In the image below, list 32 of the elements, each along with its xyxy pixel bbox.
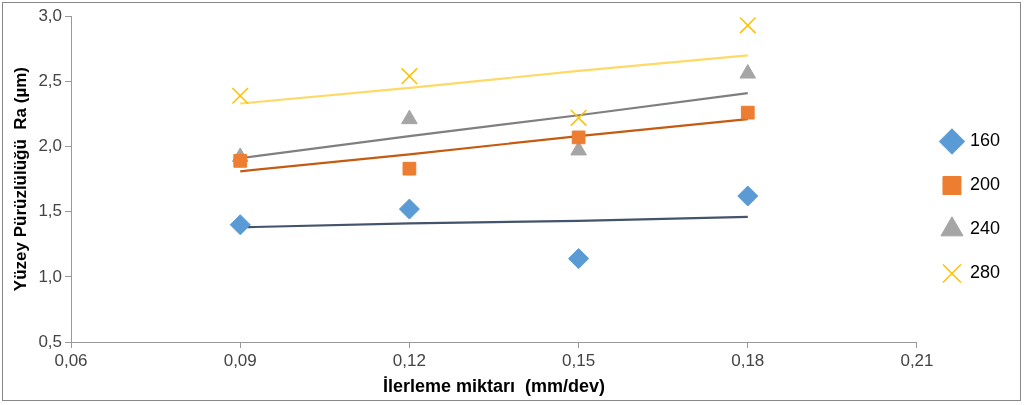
point <box>231 87 249 105</box>
legend-label: 240 <box>969 218 1001 239</box>
legend-label: 160 <box>969 130 1001 151</box>
point <box>739 64 757 79</box>
point <box>571 130 586 145</box>
y-tick-label: 2,0 <box>38 136 63 156</box>
point <box>401 109 418 125</box>
legend-label: 280 <box>969 262 1001 283</box>
point <box>739 16 757 34</box>
x-tick-label: 0,09 <box>223 350 257 370</box>
x-tick-label: 0,21 <box>900 350 934 370</box>
point <box>568 248 590 270</box>
y-tick-label: 1,0 <box>38 266 63 286</box>
x-tick-label: 0,06 <box>54 350 88 370</box>
y-axis-title: Yüzey Pürüzlülüğü Ra (µm) <box>10 67 30 292</box>
x-tick-label: 0,15 <box>562 350 596 370</box>
y-tick-label: 0,5 <box>38 331 63 351</box>
point <box>402 161 417 176</box>
x-tick-label: 0,12 <box>392 350 426 370</box>
point <box>233 153 248 168</box>
y-tick-label: 3,0 <box>38 5 63 25</box>
y-tick-label: 1,5 <box>38 201 63 221</box>
point <box>398 198 420 220</box>
point <box>570 109 588 127</box>
y-tick-label: 2,5 <box>38 71 63 91</box>
point <box>740 105 755 120</box>
x-axis-title: İlerleme miktarı (mm/dev) <box>382 376 606 397</box>
point <box>400 67 418 85</box>
point <box>737 185 759 207</box>
legend-label: 200 <box>969 174 1001 195</box>
x-tick-label: 0,18 <box>731 350 765 370</box>
point <box>229 214 251 236</box>
